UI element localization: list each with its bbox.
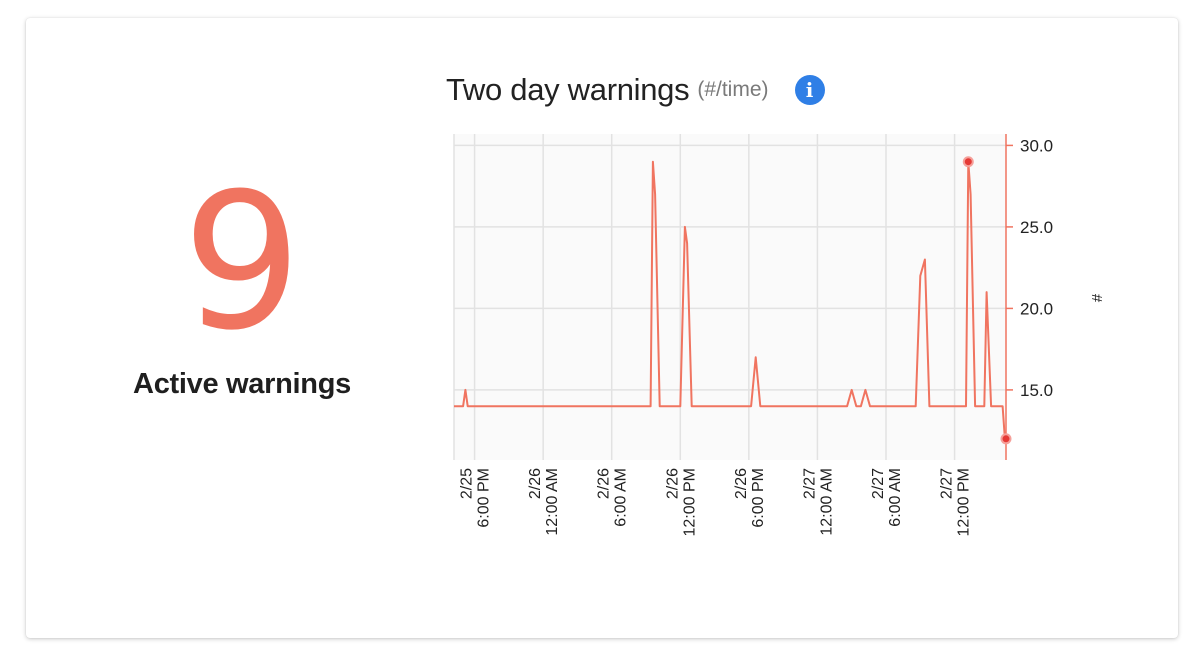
chart-header: Two day warnings (#/time) i bbox=[446, 68, 825, 112]
chart-unit: (#/time) bbox=[697, 78, 769, 101]
x-tick-date: 2/26 bbox=[527, 468, 544, 499]
data-point-marker bbox=[962, 156, 974, 168]
x-tick-time: 12:00 AM bbox=[818, 468, 835, 536]
series-line bbox=[454, 160, 1006, 439]
x-tick-label: 2/26 12:00 PM bbox=[664, 468, 698, 537]
x-tick-date: 2/27 bbox=[870, 468, 887, 499]
x-tick-time: 6:00 AM bbox=[887, 468, 904, 527]
x-tick-date: 2/27 bbox=[801, 468, 818, 499]
x-tick-time: 12:00 PM bbox=[956, 468, 973, 536]
x-tick-label: 2/26 6:00 AM bbox=[596, 468, 630, 527]
x-tick-label: 2/27 12:00 PM bbox=[939, 468, 973, 537]
active-warnings-count: 9 bbox=[182, 153, 302, 372]
x-tick-date: 2/25 bbox=[459, 468, 476, 499]
x-tick-date: 2/27 bbox=[939, 468, 956, 499]
y-tick-label: 25.0 bbox=[1020, 218, 1053, 237]
x-tick-time: 12:00 AM bbox=[544, 468, 561, 536]
x-tick-label: 2/27 12:00 AM bbox=[801, 468, 835, 536]
active-warnings-kpi: 9 Active warnings bbox=[112, 153, 372, 401]
x-tick-time: 12:00 PM bbox=[681, 468, 698, 536]
x-tick-time: 6:00 PM bbox=[476, 468, 493, 528]
x-tick-label: 2/26 12:00 AM bbox=[527, 468, 561, 536]
x-tick-time: 6:00 PM bbox=[750, 468, 767, 528]
x-tick-date: 2/26 bbox=[596, 468, 613, 499]
plot-area bbox=[454, 134, 1006, 460]
x-tick-date: 2/26 bbox=[664, 468, 681, 499]
y-tick-label: 30.0 bbox=[1020, 136, 1053, 155]
warnings-card: 9 Active warnings Two day warnings (#/ti… bbox=[26, 18, 1178, 638]
x-tick-label: 2/25 6:00 PM bbox=[459, 468, 493, 528]
chart-title: Two day warnings bbox=[446, 72, 690, 107]
y-tick-label: 20.0 bbox=[1020, 299, 1053, 318]
active-warnings-label: Active warnings bbox=[133, 368, 351, 400]
info-icon[interactable]: i bbox=[794, 75, 825, 105]
x-tick-date: 2/26 bbox=[733, 468, 750, 499]
x-tick-time: 6:00 AM bbox=[613, 468, 630, 527]
x-tick-label: 2/26 6:00 PM bbox=[733, 468, 767, 528]
y-tick-label: 15.0 bbox=[1020, 381, 1053, 400]
y-axis-label: # bbox=[1088, 294, 1105, 303]
data-point-marker bbox=[1000, 433, 1012, 445]
warnings-line-chart: 15.020.025.030.0#2/25 6:00 PM 2/26 12:00 AM… bbox=[453, 134, 1105, 537]
x-tick-label: 2/27 6:00 AM bbox=[870, 468, 904, 527]
